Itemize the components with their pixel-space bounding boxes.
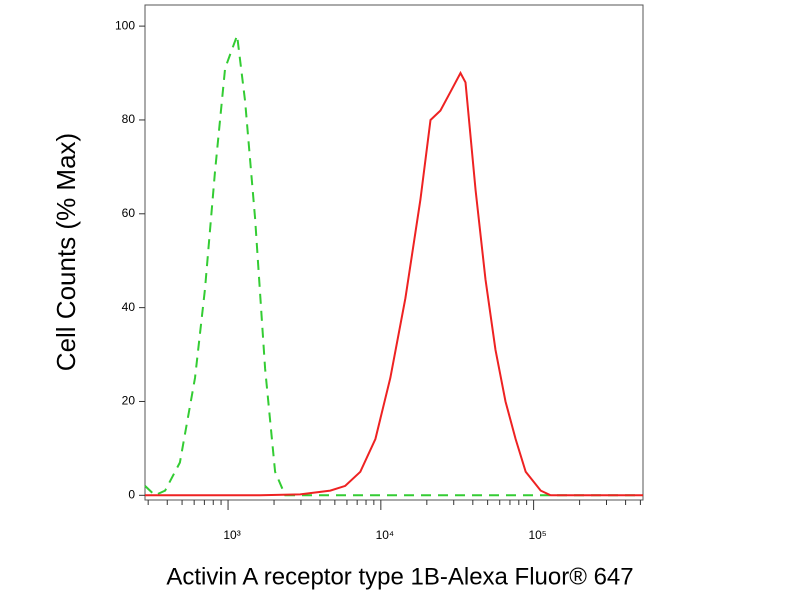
plot-frame	[144, 4, 644, 501]
x-tick-label: 10⁴	[376, 528, 395, 542]
x-tick-label: 10³	[223, 528, 240, 542]
y-tick-label: 0	[128, 487, 135, 501]
y-tick-label: 20	[122, 394, 136, 408]
y-tick-label: 40	[122, 300, 136, 314]
series-line	[145, 70, 643, 497]
y-tick-label: 100	[115, 18, 135, 32]
y-axis-label: Cell Counts (% Max)	[51, 133, 81, 371]
x-axis-label: Activin A receptor type 1B-Alexa Fluor® …	[166, 563, 633, 590]
series-line	[144, 35, 643, 497]
x-tick-label: 10⁵	[528, 528, 546, 542]
y-tick-label: 60	[122, 206, 136, 220]
y-tick-label: 80	[122, 112, 136, 126]
